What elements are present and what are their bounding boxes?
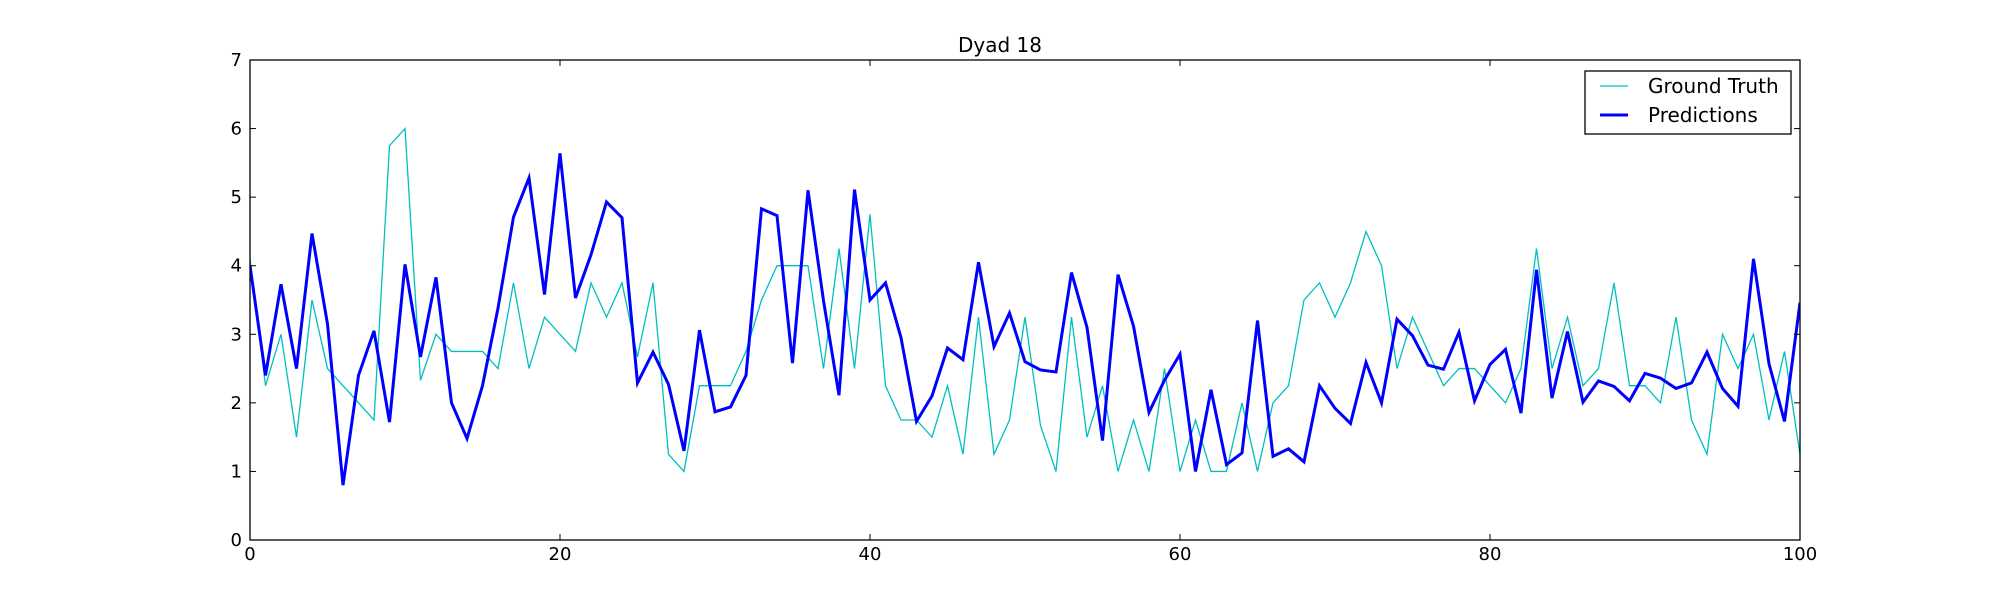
y-tick-label: 1	[231, 461, 242, 482]
x-tick-label: 20	[549, 544, 572, 565]
x-tick-label: 100	[1783, 544, 1817, 565]
series-line-ground-truth	[250, 126, 1800, 473]
legend-frame	[1584, 70, 1792, 135]
y-tick-label: 4	[231, 256, 242, 277]
y-tick-label: 6	[231, 119, 242, 140]
legend-label-predictions: Predictions	[1648, 103, 1758, 127]
axes-frame	[249, 59, 1801, 541]
y-tick-label: 0	[231, 530, 242, 551]
chart-legend: Ground Truth Predictions	[1584, 70, 1792, 135]
x-tick-label: 40	[859, 544, 882, 565]
y-tick-label: 7	[231, 50, 242, 71]
y-tick-label: 5	[231, 187, 242, 208]
legend-label-ground-truth: Ground Truth	[1648, 74, 1779, 98]
y-tick-label: 3	[231, 324, 242, 345]
x-tick-label: 80	[1479, 544, 1502, 565]
y-tick-label: 2	[231, 393, 242, 414]
chart-title: Dyad 18	[958, 33, 1042, 57]
series-line-predictions	[250, 153, 1800, 486]
x-tick-label: 60	[1169, 544, 1192, 565]
plot-area: 0 20 40 60 80 100 0 1 2 3 4 5 6 7	[231, 50, 1818, 565]
x-tick-label: 0	[244, 544, 255, 565]
